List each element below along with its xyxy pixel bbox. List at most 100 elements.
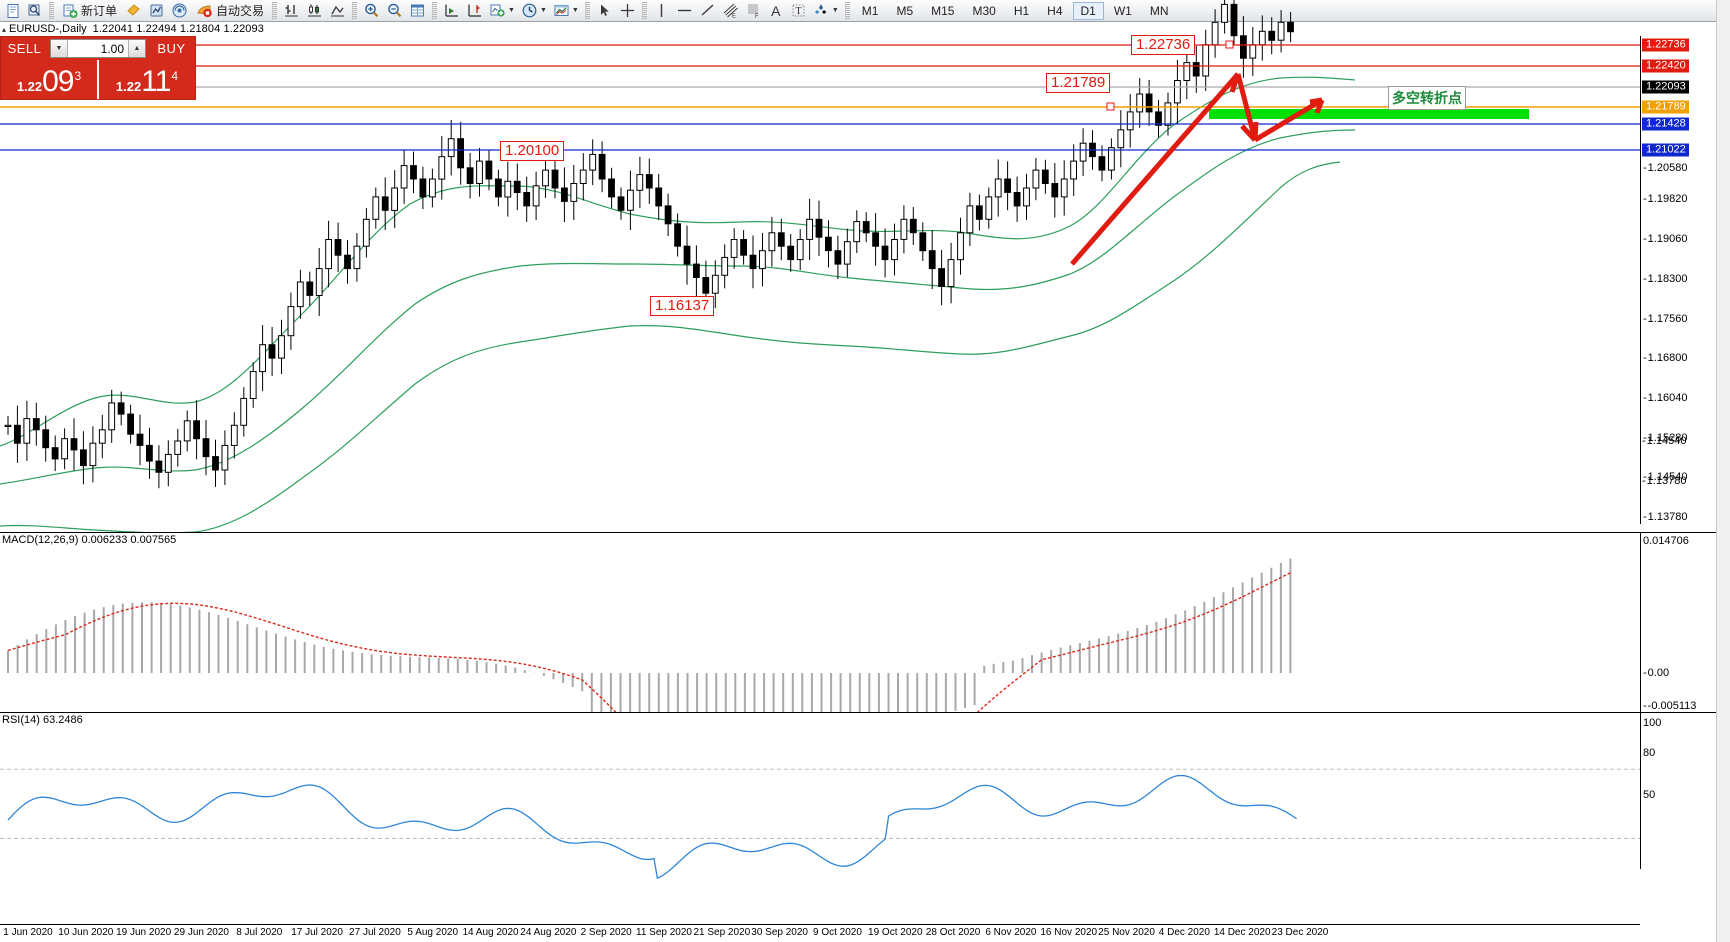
tab-timeframe-mn[interactable]: MN: [1149, 3, 1169, 18]
auto-scroll-icon[interactable]: [441, 1, 462, 21]
mql5-community-icon[interactable]: [123, 1, 144, 21]
toolbar-separator-7: [844, 1, 850, 20]
volume-increase-icon[interactable]: ▲: [128, 40, 145, 57]
chevron-down-icon-2[interactable]: ▼: [539, 7, 547, 14]
level-label-1-21789[interactable]: 1.21789: [1642, 100, 1689, 114]
volume-stepper[interactable]: ▼ 1.00 ▲: [50, 39, 146, 58]
macd-title: MACD(12,26,9) 0.006233 0.007565: [2, 534, 177, 546]
toolbar-separator-2: [272, 1, 278, 20]
macd-pane[interactable]: MACD(12,26,9) 0.006233 0.007565 0.014706…: [0, 532, 1730, 787]
annotation-1-21789[interactable]: 1.21789: [1046, 73, 1111, 93]
trade-panel-prices: 1.22 09 3 1.22 11 4: [1, 60, 195, 99]
buy-button[interactable]: BUY: [157, 41, 186, 56]
price-tick: -1.16040: [1643, 392, 1688, 404]
annotation-1-16137[interactable]: 1.16137: [650, 296, 715, 316]
sell-price-point: 3: [74, 69, 82, 83]
main-toolbar: 新订单 自动交易: [0, 0, 1730, 22]
new-chart-icon[interactable]: [3, 1, 23, 21]
autotrading-button[interactable]: 自动交易: [192, 1, 268, 21]
svg-text:F: F: [755, 14, 759, 19]
chart-shift-icon[interactable]: [464, 1, 485, 21]
price-tick: -1.19060: [1643, 233, 1688, 245]
macd-tick-top: 0.014706: [1643, 535, 1689, 547]
macd-axis[interactable]: 0.014706 -0.00 --0.005113: [1640, 533, 1730, 712]
price-axis[interactable]: 1.22736 1.22420 1.22093 1.21789 1.21428 …: [1640, 36, 1730, 563]
tab-timeframe-h4[interactable]: H4: [1047, 3, 1063, 18]
price-tick: -1.18300: [1643, 273, 1688, 285]
level-label-1-22420[interactable]: 1.22420: [1642, 59, 1689, 73]
tab-timeframe-m15[interactable]: M15: [931, 3, 955, 18]
new-order-button[interactable]: 新订单: [58, 1, 121, 21]
macd-tick-bottom: --0.005113: [1643, 700, 1697, 712]
zoom-out-icon[interactable]: [384, 1, 405, 21]
text-label-icon[interactable]: T: [788, 1, 809, 21]
bar-chart-icon[interactable]: [281, 1, 302, 21]
price-tick: -1.19820: [1643, 193, 1688, 205]
vertical-scrollbar[interactable]: [1716, 0, 1730, 942]
price-tick: -1.20580: [1643, 162, 1688, 174]
periods-icon[interactable]: ▼: [519, 1, 549, 21]
sell-button[interactable]: SELL: [7, 41, 42, 56]
annotation-1-20100[interactable]: 1.20100: [500, 141, 565, 161]
trendline-icon[interactable]: [697, 1, 718, 21]
profiles-icon[interactable]: [25, 1, 45, 21]
buy-price-point: 4: [171, 69, 179, 83]
tab-timeframe-m30[interactable]: M30: [972, 3, 996, 18]
line-chart-icon[interactable]: [327, 1, 348, 21]
signals-icon[interactable]: [146, 1, 167, 21]
tab-timeframe-d1[interactable]: D1: [1072, 1, 1104, 20]
price-pane[interactable]: 1.22736 1.21789 1.20100 1.16137 多空转折点 1.…: [0, 0, 1730, 563]
crosshair-icon[interactable]: [617, 1, 638, 21]
collapse-arrow-icon[interactable]: ▴: [2, 24, 7, 34]
date-tick-label: 24 Aug 2020: [520, 927, 577, 938]
data-window-icon[interactable]: [407, 1, 428, 21]
tab-timeframe-w1[interactable]: W1: [1113, 3, 1132, 18]
one-click-trading-panel[interactable]: SELL ▼ 1.00 ▲ BUY 1.22 09 3 1.22 11 4: [0, 36, 196, 100]
buy-price-main: 11: [141, 65, 171, 98]
equidistant-channel-icon[interactable]: E: [720, 1, 741, 21]
chinese-annotation-note[interactable]: 多空转折点: [1388, 86, 1466, 110]
chevron-down-icon[interactable]: ▼: [508, 7, 515, 14]
date-tick-label: 4 Dec 2020: [1158, 927, 1210, 938]
rsi-title: RSI(14) 63.2486: [2, 714, 83, 726]
rsi-axis[interactable]: 100 80 50: [1640, 713, 1730, 869]
trade-panel-header: SELL ▼ 1.00 ▲ BUY: [1, 37, 195, 60]
autotrading-label: 自动交易: [216, 4, 265, 18]
fibonacci-retracement-icon[interactable]: F: [743, 1, 764, 21]
date-tick-label: 6 Nov 2020: [985, 927, 1037, 938]
date-axis[interactable]: 1 Jun 2020 10 Jun 2020 19 Jun 2020 29 Jun 2…: [0, 924, 1640, 942]
zoom-in-icon[interactable]: [361, 1, 382, 21]
tab-timeframe-m5[interactable]: M5: [896, 3, 914, 18]
rsi-pane[interactable]: RSI(14) 63.2486 100 80 50: [0, 712, 1730, 880]
templates-icon[interactable]: ▼: [551, 1, 581, 21]
price-tick: -1.16800: [1643, 352, 1688, 364]
macd-plot: [7, 558, 1292, 787]
chevron-down-icon-3[interactable]: ▼: [571, 7, 579, 14]
text-icon[interactable]: A: [771, 2, 781, 19]
toolbar-separator-5: [584, 1, 590, 20]
cursor-icon[interactable]: [594, 1, 615, 21]
tab-timeframe-m1[interactable]: M1: [861, 3, 879, 18]
candlestick-chart-icon[interactable]: [304, 1, 325, 21]
indicators-icon[interactable]: ▼: [487, 1, 517, 21]
sell-price[interactable]: 1.22 09 3: [1, 60, 97, 99]
tab-timeframe-h1[interactable]: H1: [1013, 3, 1030, 18]
sell-price-main: 09: [42, 65, 74, 98]
volume-decrease-icon[interactable]: ▼: [51, 40, 68, 57]
date-tick-label: 21 Sep 2020: [693, 927, 751, 938]
horizontal-line-icon[interactable]: [674, 1, 695, 21]
level-label-1-21022[interactable]: 1.21022: [1642, 143, 1689, 157]
macd-tick-zero: -0.00: [1643, 667, 1670, 679]
level-label-1-22093[interactable]: 1.22093: [1642, 80, 1689, 94]
shapes-icon[interactable]: ▼: [811, 1, 841, 21]
level-label-1-22736[interactable]: 1.22736: [1642, 38, 1689, 52]
buy-price[interactable]: 1.22 11 4: [97, 60, 195, 99]
level-label-1-21428[interactable]: 1.21428: [1642, 117, 1689, 131]
volume-input[interactable]: 1.00: [100, 41, 124, 56]
symbol-name: EURUSD-,Daily: [9, 23, 87, 35]
market-icon[interactable]: [169, 1, 190, 21]
annotation-1-22736[interactable]: 1.22736: [1131, 35, 1196, 55]
chevron-down-icon-4[interactable]: ▼: [831, 7, 839, 14]
vertical-line-icon[interactable]: [651, 1, 672, 21]
